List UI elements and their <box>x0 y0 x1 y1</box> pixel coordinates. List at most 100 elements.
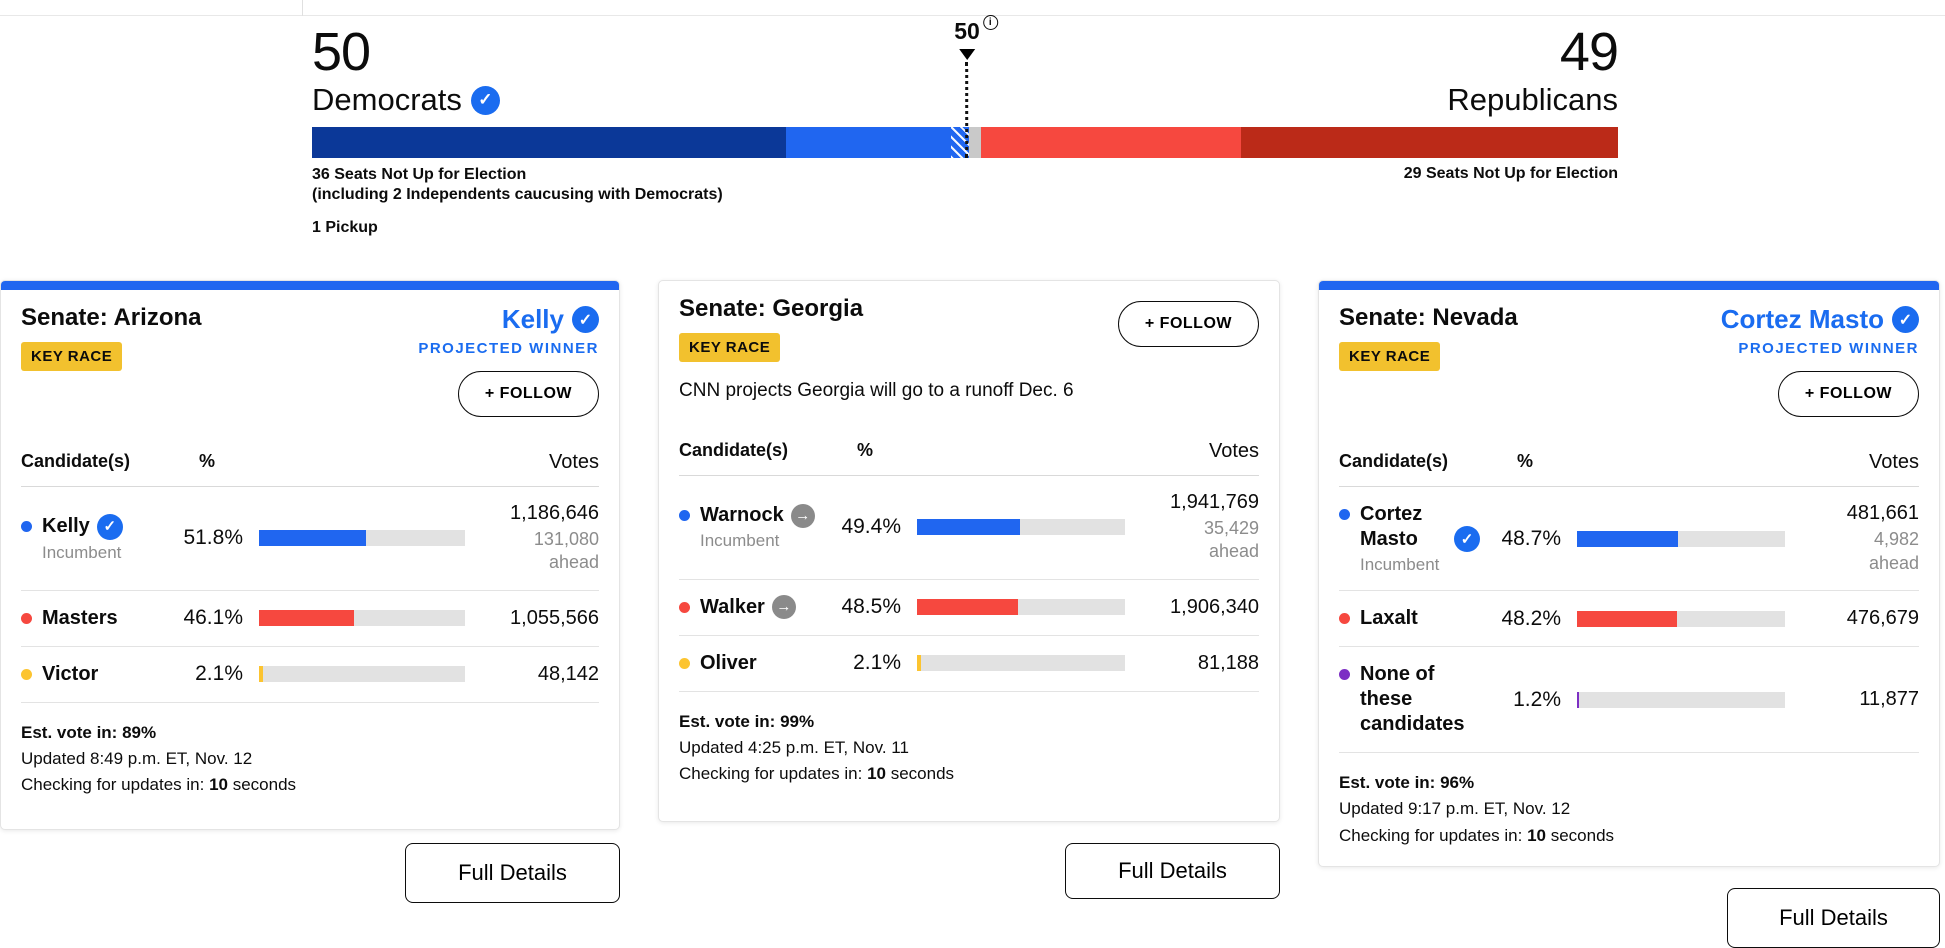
vote-bar-fill <box>917 599 1018 616</box>
follow-button[interactable]: + FOLLOW <box>1117 301 1259 347</box>
projected-winner-check-icon: ✓ <box>96 513 123 540</box>
column-header-percent: % <box>856 440 873 460</box>
candidate-percent: 1.2% <box>1513 687 1561 711</box>
seat-segment-dem-projected <box>786 127 951 158</box>
full-details-button-nevada[interactable]: Full Details <box>1727 888 1940 948</box>
top-nav-edge <box>0 0 1945 16</box>
seat-bar <box>312 127 1618 158</box>
party-dot-icon <box>21 520 32 532</box>
projected-winner-check-icon: ✓ <box>572 306 599 333</box>
runoff-arrow-icon: → <box>790 503 815 528</box>
full-details-button-arizona[interactable]: Full Details <box>405 843 620 903</box>
race-title: Senate: Arizona <box>21 304 202 331</box>
candidate-votes: 476,679 <box>1846 607 1919 629</box>
candidate-row: Walker → 48.5% 1,906,340 <box>679 580 1259 636</box>
projected-winner-label: PROJECTED WINNER <box>418 340 599 357</box>
seat-segment-dem-leading <box>950 127 969 158</box>
follow-button[interactable]: + FOLLOW <box>457 371 599 417</box>
runoff-arrow-icon: → <box>771 595 796 620</box>
seat-segment-dem-holdover <box>312 127 787 158</box>
vote-bar-track <box>1577 530 1785 547</box>
candidate-name: Oliver <box>700 651 757 674</box>
vote-bar-fill <box>259 610 354 627</box>
incumbent-label: Incumbent <box>700 531 780 551</box>
candidate-name: Cortez Masto <box>1360 503 1423 550</box>
projected-winner-check-icon: ✓ <box>1454 525 1480 552</box>
votes-ahead: 35,429 <box>1203 518 1259 538</box>
candidate-votes: 1,941,769 35,429 ahead <box>1141 491 1259 564</box>
updated-timestamp: Updated 8:49 p.m. ET, Nov. 12 <box>21 749 253 769</box>
column-header-votes: Votes <box>1208 440 1259 462</box>
column-header-votes: Votes <box>548 451 599 473</box>
race-card-georgia: Senate: Georgia KEY RACE + FOLLOW CNN pr… <box>658 280 1280 822</box>
top-nav-divider <box>302 0 303 16</box>
candidate-name: None of these candidates <box>1360 663 1465 735</box>
results-table: Candidate(s) % Votes Kelly ✓ Incumbent 5… <box>21 451 599 703</box>
candidate-votes: 1,186,646 131,080 ahead <box>481 502 599 575</box>
candidate-percent: 48.2% <box>1501 606 1561 630</box>
projected-winner-label: PROJECTED WINNER <box>1738 340 1919 357</box>
candidate-votes: 81,188 <box>1197 651 1259 674</box>
info-icon[interactable]: i <box>982 15 998 30</box>
vote-bar-track <box>917 519 1125 536</box>
winner-accent-bar <box>1319 281 1939 290</box>
update-countdown: Checking for updates in: 10 seconds <box>21 775 297 795</box>
key-race-badge: KEY RACE <box>1339 342 1441 371</box>
candidate-name: Victor <box>42 662 99 685</box>
vote-bar-track <box>917 599 1125 616</box>
full-details-button-georgia[interactable]: Full Details <box>1065 843 1280 899</box>
est-vote-in: Est. vote in: 89% <box>21 722 157 742</box>
incumbent-label: Incumbent <box>42 542 122 562</box>
party-dot-icon <box>679 601 690 613</box>
votes-ahead: 131,080 <box>533 529 599 549</box>
projected-winner-check-icon: ✓ <box>1892 306 1919 333</box>
candidate-votes: 48,142 <box>537 662 599 685</box>
vote-bar-track <box>1577 610 1785 627</box>
results-table: Candidate(s) % Votes Cortez Masto Incumb… <box>1339 451 1919 753</box>
race-card-arizona: Senate: Arizona KEY RACE Kelly ✓ PROJECT… <box>0 280 620 830</box>
votes-ahead: 4,982 <box>1873 529 1919 550</box>
democrats-summary: 50 Democrats ✓ <box>312 24 500 118</box>
vote-bar-fill <box>917 519 1020 536</box>
party-dot-icon <box>21 668 32 680</box>
candidate-votes: 1,906,340 <box>1170 595 1259 618</box>
seat-segment-undecided <box>968 127 981 158</box>
key-race-badge: KEY RACE <box>21 342 123 371</box>
party-dot-icon <box>1339 613 1350 624</box>
balance-of-power: 50 Democrats ✓ 49 Republicans 50 i 36 Se… <box>312 15 1619 252</box>
democrats-pickup-note: 1 Pickup <box>312 218 378 236</box>
candidate-row: Warnock → Incumbent 49.4% 1,941,769 35,4… <box>679 476 1259 580</box>
candidate-name: Laxalt <box>1360 607 1418 629</box>
column-header-percent: % <box>1516 451 1533 471</box>
projected-winner-check-icon: ✓ <box>470 85 500 115</box>
vote-bar-track <box>259 610 465 627</box>
candidate-percent: 46.1% <box>183 606 243 630</box>
candidate-name: Warnock <box>700 504 784 527</box>
candidate-name: Walker <box>700 595 765 618</box>
candidate-row: Laxalt 48.2% 476,679 <box>1339 591 1919 647</box>
updated-timestamp: Updated 9:17 p.m. ET, Nov. 12 <box>1339 799 1571 819</box>
update-countdown: Checking for updates in: 10 seconds <box>679 764 955 784</box>
vote-bar-fill <box>1577 530 1679 547</box>
candidate-votes: 11,877 <box>1859 688 1919 710</box>
vote-bar-fill <box>917 655 922 672</box>
vote-bar-track <box>1577 691 1785 708</box>
candidate-name: Masters <box>42 606 118 629</box>
column-header-votes: Votes <box>1868 451 1919 473</box>
candidate-name: Kelly <box>42 515 90 538</box>
key-race-badge: KEY RACE <box>679 333 781 362</box>
follow-button[interactable]: + FOLLOW <box>1777 371 1919 417</box>
candidate-row: Kelly ✓ Incumbent 51.8% 1,186,646 131,08… <box>21 487 599 591</box>
candidate-percent: 48.5% <box>841 595 901 619</box>
candidate-votes: 1,055,566 <box>510 606 599 629</box>
card-footer: Est. vote in: 99% Updated 4:25 p.m. ET, … <box>679 709 1259 788</box>
vote-bar-fill <box>1577 610 1678 627</box>
candidate-percent: 2.1% <box>195 662 243 686</box>
column-header-percent: % <box>198 451 215 471</box>
democrats-seats-note: 36 Seats Not Up for Election (including … <box>312 165 723 238</box>
vote-bar-track <box>259 666 465 683</box>
candidate-percent: 49.4% <box>841 515 901 539</box>
candidate-votes: 481,661 4,982 ahead <box>1801 502 1919 575</box>
party-dot-icon <box>1339 509 1350 520</box>
republicans-count: 49 <box>1559 22 1619 82</box>
